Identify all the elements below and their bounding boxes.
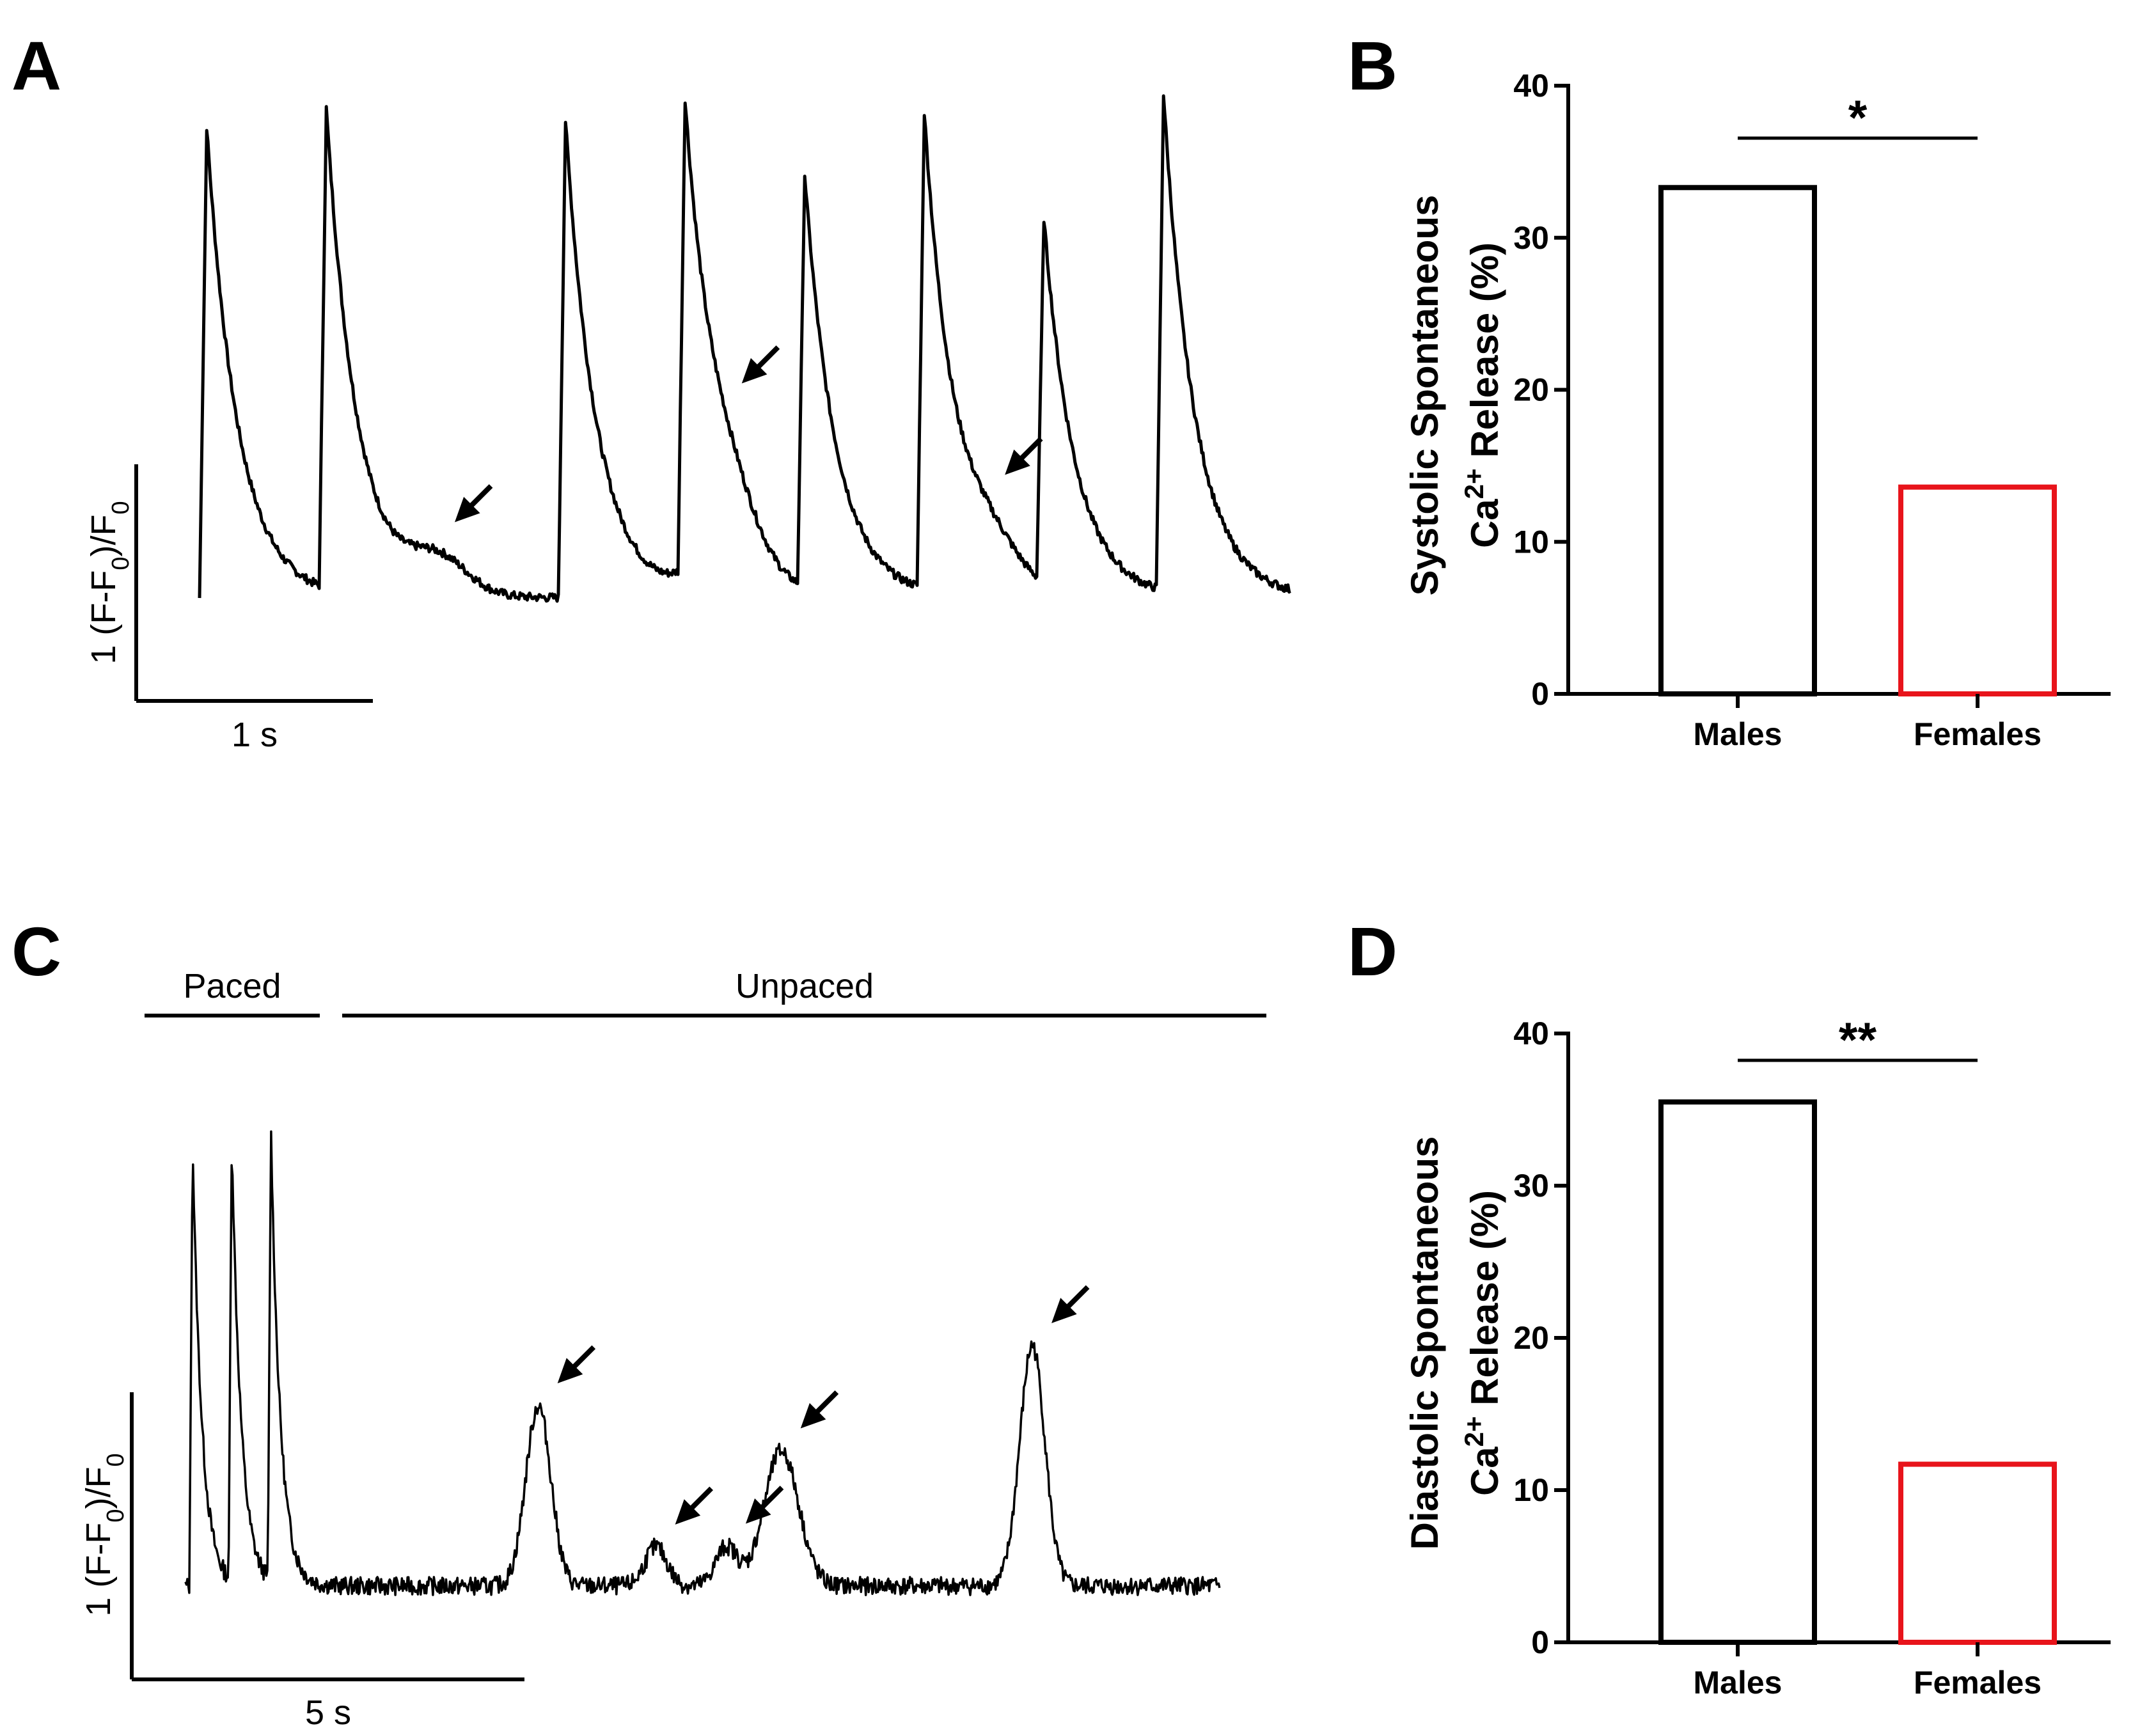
d-ytick-label-0: 0 — [1531, 1624, 1549, 1660]
c-amp-sub2: 0 — [102, 1453, 129, 1466]
b-ytick-label-2: 20 — [1513, 372, 1549, 408]
c-amp-part2: )/F — [79, 1467, 118, 1509]
d-ylabel-line2: Ca2+ Release (%) — [1459, 1190, 1507, 1496]
panel-d: D Diastolic Spontaneous Ca2+ Release (%)… — [1348, 913, 2111, 1701]
d-ytick-label-1: 10 — [1513, 1472, 1549, 1508]
c-arrow-2-head — [745, 1498, 771, 1524]
paced-label: Paced — [183, 967, 281, 1005]
b-ytick-label-4: 40 — [1513, 68, 1549, 104]
c-amp-part1: 1 (F-F — [79, 1523, 118, 1617]
a-arrow-0-head — [455, 496, 480, 522]
c-amp-sub1: 0 — [102, 1509, 129, 1523]
panel-d-label: D — [1348, 913, 1397, 990]
d-ytick-label-3: 30 — [1513, 1168, 1549, 1204]
a-amp-sub2: 0 — [107, 501, 134, 514]
arrows-c — [557, 1285, 1090, 1525]
chart-b: 0 10 20 30 40 Males Females * — [1513, 68, 2111, 752]
b-bar-males — [1658, 185, 1817, 697]
b-xtick-label-females: Females — [1914, 716, 2042, 752]
b-ylabel-ca: Ca — [1463, 499, 1506, 548]
d-bar-males — [1658, 1099, 1817, 1645]
c-arrow-1-head — [675, 1499, 701, 1525]
d-ylabel-ca: Ca — [1463, 1447, 1506, 1496]
a-arrow-1-head — [741, 357, 767, 384]
panel-a: A 1 s 1 (F-F0)/F0 — [12, 27, 1291, 754]
b-ylabel-release: Release (%) — [1463, 242, 1506, 469]
panel-c-label: C — [12, 913, 61, 990]
c-arrow-3-head — [800, 1402, 826, 1429]
chart-d: 0 10 20 30 40 Males Females ** — [1513, 1013, 2111, 1701]
a-amp-part1: 1 (F-F — [84, 570, 123, 664]
b-bar-females — [1898, 484, 2057, 696]
d-xtick-label-females: Females — [1914, 1665, 2042, 1701]
b-ytick-label-3: 30 — [1513, 220, 1549, 256]
d-ytick-label-4: 40 — [1513, 1016, 1549, 1051]
b-ytick-label-1: 10 — [1513, 524, 1549, 560]
d-ytick-label-2: 20 — [1513, 1320, 1549, 1356]
a-scale-amp-label: 1 (F-F0)/F0 — [84, 501, 134, 664]
trace-c — [184, 1130, 1221, 1596]
arrows-a — [455, 345, 1043, 522]
d-xtick-label-males: Males — [1694, 1665, 1782, 1701]
panel-b: B Systolic Spontaneous Ca2+ Release (%) … — [1348, 27, 2111, 752]
b-xtick-label-males: Males — [1694, 716, 1782, 752]
d-bar-females — [1898, 1461, 2057, 1646]
panel-b-label: B — [1348, 27, 1397, 104]
c-scale-time-label: 5 s — [305, 1693, 351, 1728]
panel-c: C Paced Unpaced 5 s 1 (F-F0)/F0 — [12, 913, 1266, 1728]
d-significance-label: ** — [1839, 1013, 1877, 1067]
b-ytick-label-0: 0 — [1531, 676, 1549, 712]
panel-a-label: A — [12, 27, 61, 104]
c-scale-amp-label: 1 (F-F0)/F0 — [79, 1453, 129, 1616]
c-arrow-0-head — [557, 1358, 583, 1383]
d-ylabel-sup: 2+ — [1459, 1416, 1489, 1447]
d-ylabel-line1: Diastolic Spontaneous — [1403, 1136, 1446, 1550]
b-ylabel-line2: Ca2+ Release (%) — [1459, 242, 1507, 548]
b-significance-label: * — [1848, 91, 1868, 145]
a-amp-sub1: 0 — [107, 557, 134, 570]
a-amp-part2: )/F — [84, 515, 123, 557]
d-ylabel-release: Release (%) — [1463, 1190, 1506, 1417]
c-arrow-4-head — [1051, 1298, 1077, 1323]
unpaced-label: Unpaced — [736, 967, 874, 1005]
trace-a — [198, 94, 1291, 603]
a-scale-time-label: 1 s — [232, 716, 278, 754]
b-ylabel-sup: 2+ — [1459, 468, 1489, 499]
b-ylabel-line1: Systolic Spontaneous — [1403, 195, 1446, 596]
a-arrow-2-head — [1005, 449, 1030, 475]
